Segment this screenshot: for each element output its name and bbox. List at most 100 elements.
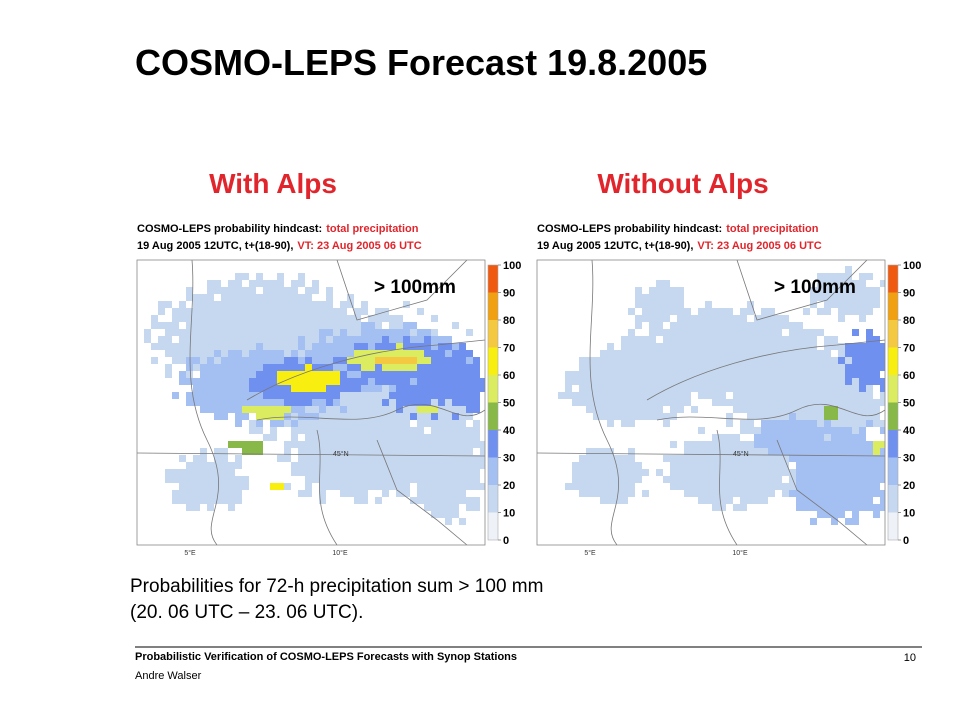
precip-cell [466,392,473,399]
precip-cell [649,378,656,385]
precip-cell [677,469,684,476]
precip-cell [880,364,885,371]
precip-cell [235,287,242,294]
precip-cell [642,308,649,315]
precip-cell [354,308,361,315]
precip-cell [186,357,193,364]
precip-cell [845,497,852,504]
precip-cell [459,392,466,399]
precip-cell [614,385,621,392]
precip-cell [305,350,312,357]
precip-cell [354,441,361,448]
precip-cell [375,385,382,392]
precip-cell [768,462,775,469]
precip-cell [621,378,628,385]
colorbar-segment [888,402,898,430]
precip-cell [466,371,473,378]
precip-cell [775,462,782,469]
precip-cell [473,364,480,371]
precip-cell [305,343,312,350]
precip-cell [319,350,326,357]
precip-cell [389,357,396,364]
precip-cell [607,455,614,462]
precip-cell [817,441,824,448]
precip-cell [438,497,445,504]
precip-cell [354,343,361,350]
precip-cell [263,294,270,301]
precip-cell [305,308,312,315]
precip-cell [607,392,614,399]
map-boundary [589,260,619,545]
precip-cell [873,287,880,294]
precip-cell [242,392,249,399]
precip-cell [740,364,747,371]
precip-cell [354,378,361,385]
precip-cell [733,329,740,336]
precip-cell [663,476,670,483]
precip-cell [831,504,838,511]
precip-cell [761,399,768,406]
precip-cell [824,406,831,413]
precip-cell [214,364,221,371]
precip-cell [438,427,445,434]
precip-cell [389,483,396,490]
precip-cell [452,469,459,476]
precip-cell [249,315,256,322]
threshold-label: > 100mm [774,277,856,298]
precip-cell [824,413,831,420]
precip-cell [354,399,361,406]
precip-cell [866,497,873,504]
precip-cell [207,483,214,490]
precip-cell [761,385,768,392]
precip-cell [312,413,319,420]
precip-cell [340,343,347,350]
precip-cell [221,301,228,308]
precip-cell [719,462,726,469]
precip-cell [256,308,263,315]
precip-cell [396,322,403,329]
precip-cell [880,469,885,476]
precip-cell [761,329,768,336]
precip-cell [859,504,866,511]
precip-cell [172,350,179,357]
precip-cell [389,392,396,399]
precip-cell [270,420,277,427]
precip-cell [354,322,361,329]
footer-title: Probabilistic Verification of COSMO-LEPS… [135,651,517,663]
precip-cell [705,497,712,504]
precip-cell [649,350,656,357]
precip-cell [382,455,389,462]
precip-cell [312,469,319,476]
precip-cell [684,315,691,322]
precip-cell [375,483,382,490]
precip-cell [747,385,754,392]
precip-cell [361,420,368,427]
precip-cell [740,308,747,315]
precip-cell [579,378,586,385]
precip-cell [200,483,207,490]
precip-cell [326,371,333,378]
map-header: 19 Aug 2005 12UTC, t+(18-90), VT: 23 Aug … [137,240,422,252]
precip-cell [691,364,698,371]
precip-cell [284,441,291,448]
precip-cell [438,371,445,378]
precip-cell [740,322,747,329]
precip-cell [824,448,831,455]
colorbar-segment [488,347,498,375]
precip-cell [761,455,768,462]
precip-cell [473,420,480,427]
precip-cell [761,427,768,434]
precip-cell [824,483,831,490]
precip-cell [831,476,838,483]
precip-cell [221,308,228,315]
precip-cell [740,350,747,357]
precip-cell [803,336,810,343]
precip-cell [866,455,873,462]
precip-cell [298,406,305,413]
precip-cell [256,280,263,287]
precip-cell [326,301,333,308]
precip-cell [740,504,747,511]
precip-cell [754,427,761,434]
precip-cell [719,497,726,504]
precip-cell [375,462,382,469]
